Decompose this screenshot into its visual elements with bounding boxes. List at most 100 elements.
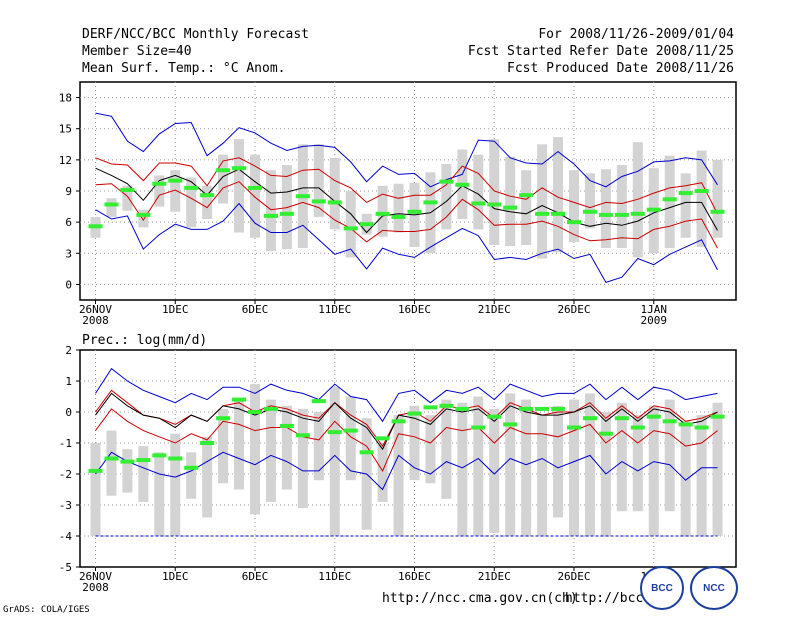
median-marker bbox=[662, 197, 677, 202]
x-tick-year-label: 2008 bbox=[82, 581, 109, 594]
x-tick-label: 11DEC bbox=[318, 570, 351, 583]
ensemble-box bbox=[441, 164, 452, 230]
ensemble-box bbox=[425, 415, 436, 484]
median-marker bbox=[343, 226, 358, 231]
median-marker bbox=[678, 422, 693, 427]
ensemble-box bbox=[138, 446, 149, 502]
forecast-period: For 2008/11/26-2009/01/04 bbox=[538, 27, 734, 42]
member-size: Member Size=40 bbox=[82, 44, 192, 59]
series-line-min bbox=[95, 451, 718, 491]
ensemble-box bbox=[265, 399, 276, 502]
plot-frame bbox=[79, 349, 737, 568]
ensemble-box bbox=[521, 399, 532, 536]
median-marker bbox=[359, 450, 374, 455]
ensemble-box bbox=[473, 396, 484, 536]
x-tick-label: 26NOV bbox=[79, 303, 112, 316]
ensemble-box bbox=[186, 452, 197, 499]
y-tick-label: -5 bbox=[59, 561, 72, 574]
median-marker bbox=[407, 411, 422, 416]
ensemble-box bbox=[505, 156, 516, 247]
median-marker bbox=[455, 182, 470, 187]
series-line-max bbox=[95, 112, 718, 188]
footer-url-bcc[interactable]: http://bcc.c bbox=[565, 591, 659, 606]
median-marker bbox=[343, 428, 358, 433]
median-marker bbox=[279, 423, 294, 428]
ensemble-box bbox=[553, 405, 564, 518]
ensemble-box bbox=[313, 144, 324, 217]
ensemble-box bbox=[122, 185, 133, 211]
x-tick-label: 26DEC bbox=[557, 303, 590, 316]
median-marker bbox=[88, 224, 103, 229]
median-marker bbox=[375, 211, 390, 216]
median-marker bbox=[439, 403, 454, 408]
variable-label: Mean Surf. Temp.: °C Anom. bbox=[82, 61, 286, 76]
median-marker bbox=[567, 220, 581, 225]
median-marker bbox=[694, 189, 709, 193]
median-marker bbox=[519, 193, 534, 198]
median-marker bbox=[263, 406, 278, 411]
median-marker bbox=[327, 200, 342, 205]
footer-url-ncc[interactable]: http://ncc.cma.gov.cn(ch) bbox=[382, 591, 578, 606]
median-marker bbox=[646, 414, 661, 419]
ensemble-box bbox=[154, 452, 165, 536]
ensemble-box bbox=[616, 402, 627, 512]
median-marker bbox=[614, 212, 629, 217]
median-marker bbox=[311, 199, 326, 204]
ensemble-box bbox=[281, 405, 292, 490]
series-line-max bbox=[95, 367, 718, 423]
median-marker bbox=[630, 211, 645, 216]
ensemble-box bbox=[234, 399, 245, 490]
ensemble-box bbox=[122, 449, 133, 493]
y-tick-label: 9 bbox=[65, 185, 72, 198]
ensemble-box bbox=[537, 144, 548, 259]
median-marker bbox=[136, 458, 151, 463]
ensemble-box bbox=[616, 165, 627, 249]
ensemble-box bbox=[600, 169, 611, 249]
ensemble-box bbox=[409, 405, 420, 481]
median-marker bbox=[232, 397, 247, 402]
chart-title: DERF/NCC/BCC Monthly Forecast bbox=[82, 27, 309, 42]
ensemble-box bbox=[106, 430, 117, 496]
y-tick-label: 6 bbox=[65, 216, 72, 229]
median-marker bbox=[535, 406, 550, 411]
median-marker bbox=[136, 212, 151, 217]
median-marker bbox=[551, 406, 566, 411]
median-marker bbox=[311, 399, 326, 404]
ensemble-box bbox=[632, 415, 643, 512]
ensemble-box bbox=[680, 173, 691, 238]
median-marker bbox=[694, 425, 709, 430]
median-marker bbox=[582, 416, 597, 421]
panel-title: Prec.: log(mm/d) bbox=[82, 333, 207, 348]
ensemble-box bbox=[553, 137, 564, 253]
x-tick-label: 21DEC bbox=[478, 303, 511, 316]
y-tick-label: -2 bbox=[59, 468, 72, 481]
median-marker bbox=[439, 179, 454, 184]
median-marker bbox=[120, 187, 135, 192]
median-marker bbox=[279, 211, 294, 216]
ensemble-box bbox=[250, 384, 260, 515]
median-marker bbox=[152, 181, 167, 186]
ensemble-box bbox=[138, 209, 149, 228]
ensemble-box bbox=[584, 173, 595, 229]
ensemble-box bbox=[329, 157, 340, 230]
series-line-min bbox=[95, 202, 718, 284]
ensemble-box bbox=[521, 170, 532, 245]
median-marker bbox=[248, 185, 262, 190]
ensemble-box bbox=[345, 396, 356, 481]
median-marker bbox=[614, 416, 629, 421]
ensemble-box bbox=[186, 177, 197, 228]
x-tick-label: 26DEC bbox=[557, 570, 590, 583]
median-marker bbox=[471, 201, 486, 206]
ensemble-box bbox=[377, 443, 388, 502]
median-marker bbox=[503, 422, 518, 427]
x-tick-label: 6DEC bbox=[242, 303, 269, 316]
median-marker bbox=[519, 406, 534, 411]
median-marker bbox=[407, 209, 422, 214]
median-marker bbox=[487, 202, 502, 207]
x-tick-label: 21DEC bbox=[478, 570, 511, 583]
median-marker bbox=[120, 459, 135, 464]
y-tick-label: 18 bbox=[59, 92, 72, 105]
x-tick-label: 6DEC bbox=[242, 570, 269, 583]
median-marker bbox=[104, 456, 119, 461]
median-marker bbox=[391, 419, 406, 424]
